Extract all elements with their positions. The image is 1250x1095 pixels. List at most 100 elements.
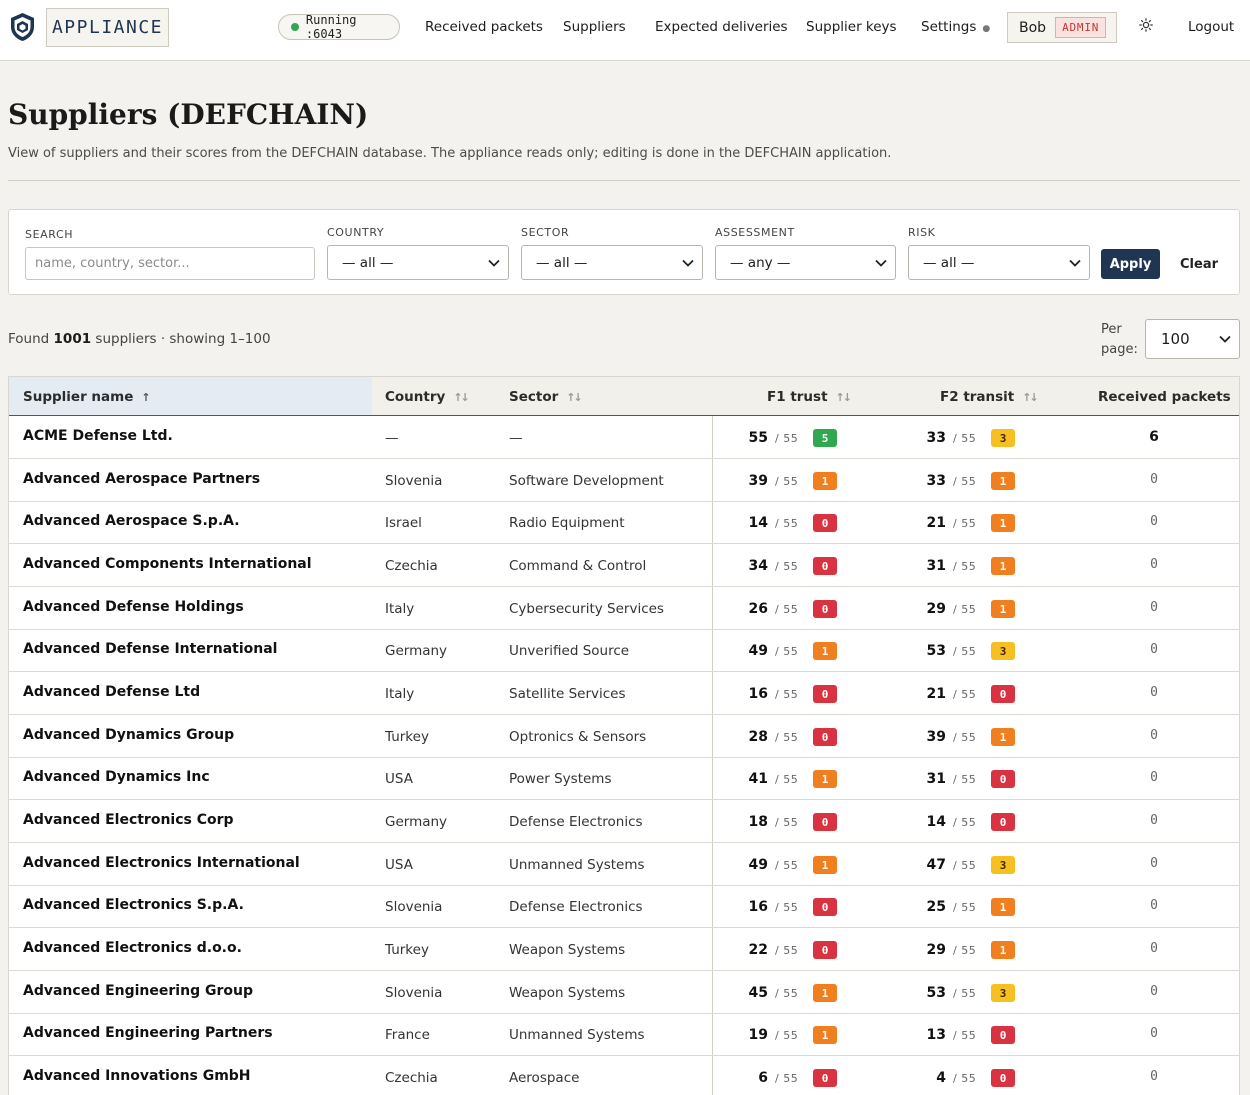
supplier-name[interactable]: Advanced Defense International bbox=[23, 641, 278, 657]
th-sector[interactable]: Sector ↑↓ bbox=[509, 389, 583, 405]
f2-level-badge: 0 bbox=[991, 1069, 1015, 1087]
supplier-country: France bbox=[385, 1027, 430, 1043]
supplier-country: Slovenia bbox=[385, 473, 443, 489]
logout-link[interactable]: Logout bbox=[1188, 19, 1235, 35]
table-row[interactable]: Advanced Electronics d.o.o. Turkey Weapon … bbox=[9, 928, 1239, 971]
user-menu[interactable]: Bob ADMIN bbox=[1007, 12, 1117, 43]
th-f2-transit[interactable]: F2 transit ↑↓ bbox=[940, 389, 1039, 405]
table-row[interactable]: ACME Defense Ltd. — — 55 / 55 5 33 / 55 3 6 bbox=[9, 416, 1239, 459]
f2-level-badge: 0 bbox=[991, 1026, 1015, 1044]
table-row[interactable]: Advanced Defense International Germany Unv… bbox=[9, 629, 1239, 672]
table-row[interactable]: Advanced Electronics Corp Germany Defense … bbox=[9, 800, 1239, 843]
f1-score-value: 19 bbox=[748, 1027, 768, 1043]
f2-score-value: 21 bbox=[926, 686, 946, 702]
f1-score-value: 39 bbox=[748, 473, 768, 489]
f1-level-badge: 0 bbox=[813, 557, 837, 575]
f1-score: 18 / 55 0 bbox=[746, 813, 837, 831]
supplier-name[interactable]: Advanced Engineering Group bbox=[23, 983, 253, 999]
th-f2-label: F2 transit bbox=[940, 389, 1015, 405]
f1-score: 16 / 55 0 bbox=[746, 685, 837, 703]
supplier-name[interactable]: Advanced Electronics Corp bbox=[23, 812, 234, 828]
supplier-name[interactable]: Advanced Dynamics Inc bbox=[23, 769, 210, 785]
supplier-name[interactable]: Advanced Electronics d.o.o. bbox=[23, 940, 242, 956]
shield-logo-icon bbox=[11, 13, 34, 41]
f1-score-value: 49 bbox=[748, 643, 768, 659]
received-packets-count: 0 bbox=[1150, 1069, 1158, 1084]
th-supplier-name[interactable]: Supplier name ↑ bbox=[23, 389, 151, 405]
f1-score: 26 / 55 0 bbox=[746, 600, 837, 618]
supplier-name[interactable]: Advanced Dynamics Group bbox=[23, 727, 235, 743]
f2-level-badge: 1 bbox=[991, 941, 1015, 959]
supplier-name[interactable]: Advanced Defense Ltd bbox=[23, 684, 201, 700]
sun-icon[interactable] bbox=[1139, 18, 1153, 32]
search-label: SEARCH bbox=[25, 228, 74, 241]
search-input[interactable]: name, country, sector... bbox=[25, 247, 315, 280]
sort-ascending-icon: ↑ bbox=[141, 390, 151, 404]
apply-button[interactable]: Apply bbox=[1101, 249, 1160, 279]
country-select[interactable]: — all — bbox=[327, 245, 509, 280]
supplier-sector: Defense Electronics bbox=[509, 899, 643, 915]
f1-score: 49 / 55 1 bbox=[746, 642, 837, 660]
table-row[interactable]: Advanced Dynamics Inc USA Power Systems 41 /… bbox=[9, 757, 1239, 800]
th-country[interactable]: Country ↑↓ bbox=[385, 389, 470, 405]
supplier-name[interactable]: Advanced Engineering Partners bbox=[23, 1025, 273, 1041]
per-page-label: Per page: bbox=[1101, 322, 1138, 357]
page-title: Suppliers (DEFCHAIN) bbox=[8, 98, 369, 131]
table-row[interactable]: Advanced Aerospace Partners Slovenia Softw… bbox=[9, 459, 1239, 502]
f1-score-value: 26 bbox=[748, 601, 768, 617]
received-packets-count: 0 bbox=[1150, 642, 1158, 657]
f1-score-value: 28 bbox=[748, 729, 768, 745]
supplier-name[interactable]: ACME Defense Ltd. bbox=[23, 428, 173, 444]
table-row[interactable]: Advanced Engineering Partners France Unman… bbox=[9, 1013, 1239, 1056]
supplier-name[interactable]: Advanced Defense Holdings bbox=[23, 599, 244, 615]
assessment-select-value: — any — bbox=[730, 254, 791, 271]
nav-expected-deliveries[interactable]: Expected deliveries bbox=[655, 19, 788, 35]
supplier-name[interactable]: Advanced Aerospace S.p.A. bbox=[23, 513, 240, 529]
table-row[interactable]: Advanced Defense Ltd Italy Satellite Servi… bbox=[9, 672, 1239, 715]
table-row[interactable]: Advanced Aerospace S.p.A. Israel Radio Equ… bbox=[9, 501, 1239, 544]
received-packets-count: 0 bbox=[1150, 770, 1158, 785]
sector-select[interactable]: — all — bbox=[521, 245, 703, 280]
per-page-select[interactable]: 100 bbox=[1145, 319, 1240, 359]
column-divider bbox=[712, 416, 713, 1095]
supplier-name[interactable]: Advanced Innovations GmbH bbox=[23, 1068, 251, 1084]
f2-score-max: / 55 bbox=[953, 772, 977, 786]
supplier-sector: Unmanned Systems bbox=[509, 857, 645, 873]
supplier-country: Germany bbox=[385, 643, 448, 659]
assessment-select[interactable]: — any — bbox=[715, 245, 896, 280]
supplier-sector: Optronics & Sensors bbox=[509, 729, 647, 745]
f2-score: 25 / 55 1 bbox=[924, 898, 1015, 916]
th-supplier-name-label: Supplier name bbox=[23, 389, 134, 405]
supplier-name[interactable]: Advanced Electronics S.p.A. bbox=[23, 897, 244, 913]
supplier-country: Slovenia bbox=[385, 985, 443, 1001]
nav-suppliers[interactable]: Suppliers bbox=[563, 19, 626, 35]
th-f1-trust[interactable]: F1 trust ↑↓ bbox=[767, 389, 852, 405]
f2-score-max: / 55 bbox=[953, 900, 977, 914]
f1-level-badge: 5 bbox=[813, 429, 837, 447]
nav-supplier-keys[interactable]: Supplier keys bbox=[806, 19, 897, 35]
f1-score: 45 / 55 1 bbox=[746, 984, 837, 1002]
f1-level-badge: 1 bbox=[813, 984, 837, 1002]
supplier-name[interactable]: Advanced Aerospace Partners bbox=[23, 471, 261, 487]
brand-logo[interactable]: APPLIANCE bbox=[46, 8, 169, 47]
nav-received-packets[interactable]: Received packets bbox=[425, 19, 543, 35]
supplier-sector: Unmanned Systems bbox=[509, 1027, 645, 1043]
table-row[interactable]: Advanced Dynamics Group Turkey Optronics &… bbox=[9, 715, 1239, 758]
supplier-name[interactable]: Advanced Electronics International bbox=[23, 855, 300, 871]
supplier-name[interactable]: Advanced Components International bbox=[23, 556, 312, 572]
table-row[interactable]: Advanced Components International Czechia… bbox=[9, 544, 1239, 587]
risk-select[interactable]: — all — bbox=[908, 245, 1090, 280]
table-row[interactable]: Advanced Electronics International USA Unm… bbox=[9, 843, 1239, 886]
status-badge: Running :6043 bbox=[278, 13, 400, 41]
clear-button[interactable]: Clear bbox=[1180, 257, 1218, 272]
table-row[interactable]: Advanced Engineering Group Slovenia Weapon… bbox=[9, 971, 1239, 1014]
f2-score: 21 / 55 0 bbox=[924, 685, 1015, 703]
table-row[interactable]: Advanced Electronics S.p.A. Slovenia Defen… bbox=[9, 885, 1239, 928]
supplier-sector: Command & Control bbox=[509, 558, 647, 574]
table-row[interactable]: Advanced Defense Holdings Italy Cybersecur… bbox=[9, 587, 1239, 630]
supplier-sector: Satellite Services bbox=[509, 686, 626, 702]
received-packets-count: 0 bbox=[1150, 813, 1158, 828]
table-row[interactable]: Advanced Innovations GmbH Czechia Aerospac… bbox=[9, 1056, 1239, 1095]
received-packets-count: 0 bbox=[1150, 472, 1158, 487]
nav-settings-dropdown[interactable]: Settings ● bbox=[921, 19, 990, 35]
